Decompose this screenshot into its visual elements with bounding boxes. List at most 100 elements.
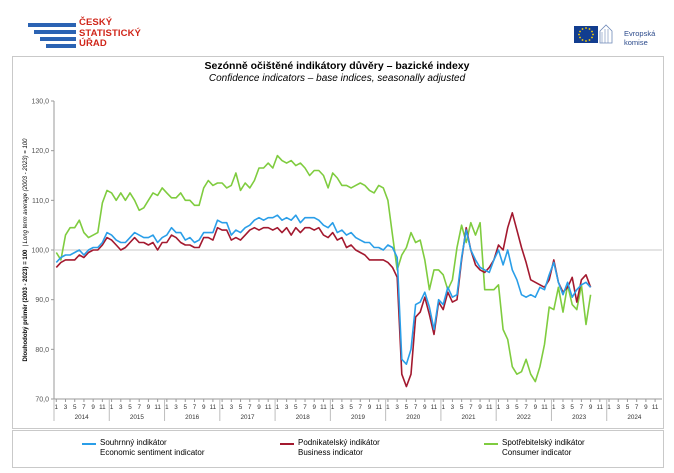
x-tick-label: 3 [174,404,178,411]
x-tick-label: 7 [137,404,141,411]
x-tick-label: 11 [486,404,493,411]
series-line-business [55,212,592,388]
x-tick-label: 9 [147,404,151,411]
x-tick-label: 7 [248,404,252,411]
year-label: 2015 [130,414,145,421]
x-tick-label: 9 [368,404,372,411]
eu-commission-wordmark: Evropská komise [624,29,656,47]
y-tick-label: 90,0 [35,297,49,304]
x-tick-label: 3 [230,404,234,411]
x-tick-label: 1 [276,404,280,411]
x-tick-label: 9 [202,404,206,411]
year-label: 2021 [462,414,477,421]
x-tick-label: 1 [497,404,501,411]
x-tick-label: 9 [644,404,648,411]
x-tick-label: 7 [82,404,86,411]
x-tick-label: 11 [154,404,161,411]
legend-item-economic: Souhrnný indikátor Economic sentiment ind… [100,438,205,457]
year-label: 2017 [240,414,255,421]
x-tick-label: 9 [91,404,95,411]
year-label: 2016 [185,414,200,421]
year-label: 2023 [572,414,587,421]
x-tick-label: 9 [478,404,482,411]
x-tick-label: 5 [405,404,409,411]
y-tick-label: 120,0 [31,148,49,155]
x-tick-label: 7 [580,404,584,411]
legend-swatch-business [280,443,294,445]
x-tick-label: 1 [331,404,335,411]
x-tick-label: 9 [534,404,538,411]
legend [12,430,664,468]
legend-item-consumer: Spotřebitelský indikátor Consumer indicat… [502,438,585,457]
x-tick-label: 9 [423,404,427,411]
x-tick-label: 11 [541,404,548,411]
year-label: 2022 [517,414,532,421]
y-tick-label: 110,0 [32,198,49,205]
x-tick-label: 7 [635,404,639,411]
x-tick-label: 11 [597,404,604,411]
x-tick-label: 5 [349,404,353,411]
y-axis-label: Dlouhodobý průměr (2003 - 2023) = 100 | L… [22,138,29,362]
year-label: 2019 [351,414,366,421]
x-tick-label: 3 [451,404,455,411]
x-tick-label: 5 [184,404,188,411]
x-tick-label: 5 [460,404,464,411]
x-tick-label: 11 [210,404,217,411]
x-tick-label: 7 [414,404,418,411]
x-tick-label: 11 [265,404,272,411]
x-tick-label: 7 [359,404,363,411]
series-line-economic [55,214,592,366]
x-tick-label: 9 [589,404,593,411]
chart-subtitle: Confidence indicators – base indices, se… [208,73,466,84]
x-tick-label: 11 [652,404,659,411]
series-line-consumer [55,154,592,383]
chart-title: Sezónně očištěné indikátory důvěry – baz… [204,60,470,72]
legend-swatch-economic [82,443,96,445]
x-tick-label: 1 [441,404,445,411]
x-tick-label: 3 [616,404,620,411]
x-tick-label: 7 [193,404,197,411]
y-tick-label: 80,0 [35,347,49,354]
x-tick-label: 11 [375,404,382,411]
x-tick-label: 5 [570,404,574,411]
y-tick-label: 70,0 [35,397,49,404]
x-tick-label: 1 [552,404,556,411]
x-tick-label: 3 [561,404,565,411]
x-tick-label: 1 [607,404,611,411]
year-label: 2024 [627,414,642,421]
x-tick-label: 5 [128,404,132,411]
x-tick-label: 5 [626,404,630,411]
x-tick-label: 1 [220,404,224,411]
x-tick-label: 5 [515,404,519,411]
x-tick-label: 3 [285,404,289,411]
x-tick-label: 9 [257,404,261,411]
eu-stars-icon [578,27,594,42]
x-tick-label: 7 [303,404,307,411]
x-tick-label: 11 [431,404,438,411]
y-axis-label-bold: Dlouhodobý průměr (2003 - 2023) = 100 [22,249,29,362]
year-label: 2020 [406,414,421,421]
x-tick-label: 5 [294,404,298,411]
csu-logo [28,23,76,48]
x-tick-label: 7 [469,404,473,411]
x-tick-label: 11 [320,404,327,411]
x-tick-label: 3 [64,404,68,411]
x-tick-label: 9 [312,404,316,411]
x-tick-label: 1 [55,404,59,411]
x-tick-label: 3 [506,404,510,411]
csu-wordmark: ČESKÝ STATISTICKÝ ÚŘAD [79,17,141,49]
eu-commission-logo [574,24,613,44]
x-tick-label: 3 [119,404,123,411]
x-tick-label: 1 [386,404,390,411]
chart-frame [12,56,664,429]
legend-swatch-consumer [484,443,498,445]
x-tick-label: 5 [239,404,243,411]
year-label: 2018 [296,414,311,421]
x-tick-label: 1 [165,404,169,411]
year-label: 2014 [75,414,90,421]
y-tick-label: 130,0 [31,99,49,106]
legend-item-business: Podnikatelský indikátor Business indicato… [298,438,380,457]
x-tick-label: 1 [110,404,114,411]
x-tick-label: 3 [340,404,344,411]
